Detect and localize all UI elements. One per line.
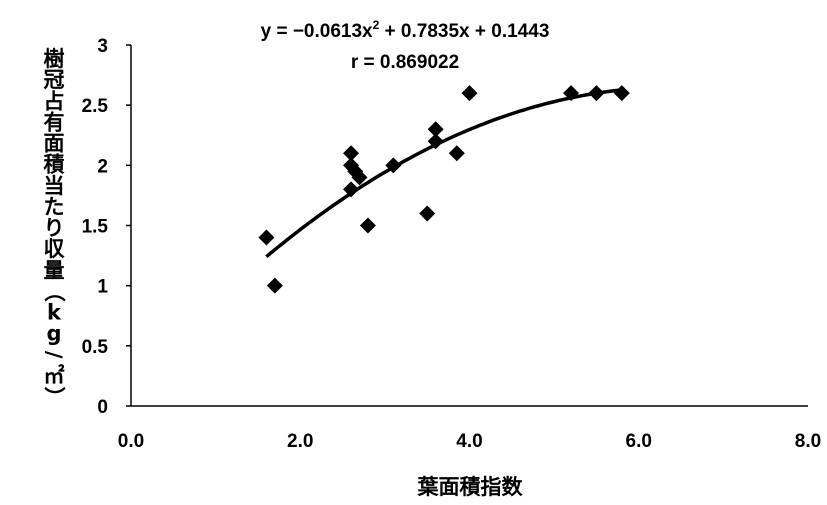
data-point <box>449 145 465 161</box>
correlation-coefficient: r = 0.869022 <box>351 52 459 73</box>
data-point <box>462 85 478 101</box>
x-tick-label: 0.0 <box>118 431 144 452</box>
data-point <box>343 181 359 197</box>
y-tick-label: 0 <box>97 397 108 418</box>
data-point <box>258 230 274 246</box>
data-point <box>267 278 283 294</box>
y-axis-title-char: / <box>42 351 66 359</box>
trendline-equation: y = −0.0613x2 + 0.7835x + 0.1443 <box>261 18 550 42</box>
y-axis-title-char: ㎡ <box>44 364 65 388</box>
x-tick-label: 2.0 <box>287 431 313 452</box>
data-points <box>258 85 629 294</box>
y-tick-labels: 0 0.5 1 1.5 2 2.5 3 <box>82 36 131 418</box>
y-tick-label: 2 <box>97 156 108 177</box>
data-point <box>419 205 435 221</box>
y-axis-title-char: （ <box>42 281 66 302</box>
y-tick-label: 0.5 <box>82 337 109 358</box>
y-axis-title-char: 量 <box>44 258 65 282</box>
y-tick-label: 3 <box>97 36 108 57</box>
x-axis-title: 葉面積指数 <box>417 475 524 499</box>
y-axis-title-char: g <box>46 322 61 346</box>
x-tick-label: 6.0 <box>626 431 652 452</box>
data-point <box>360 218 376 234</box>
trendline <box>266 90 621 257</box>
y-tick-label: 1.5 <box>82 217 109 238</box>
x-tick-label: 4.0 <box>456 431 482 452</box>
y-axis-title-char: ） <box>42 387 66 408</box>
y-tick-label: 1 <box>97 277 108 298</box>
x-tick-labels: 0.0 2.0 4.0 6.0 8.0 <box>118 431 821 452</box>
y-tick-label: 2.5 <box>82 96 109 117</box>
x-tick-label: 8.0 <box>795 431 821 452</box>
data-point <box>614 85 630 101</box>
data-point <box>588 85 604 101</box>
